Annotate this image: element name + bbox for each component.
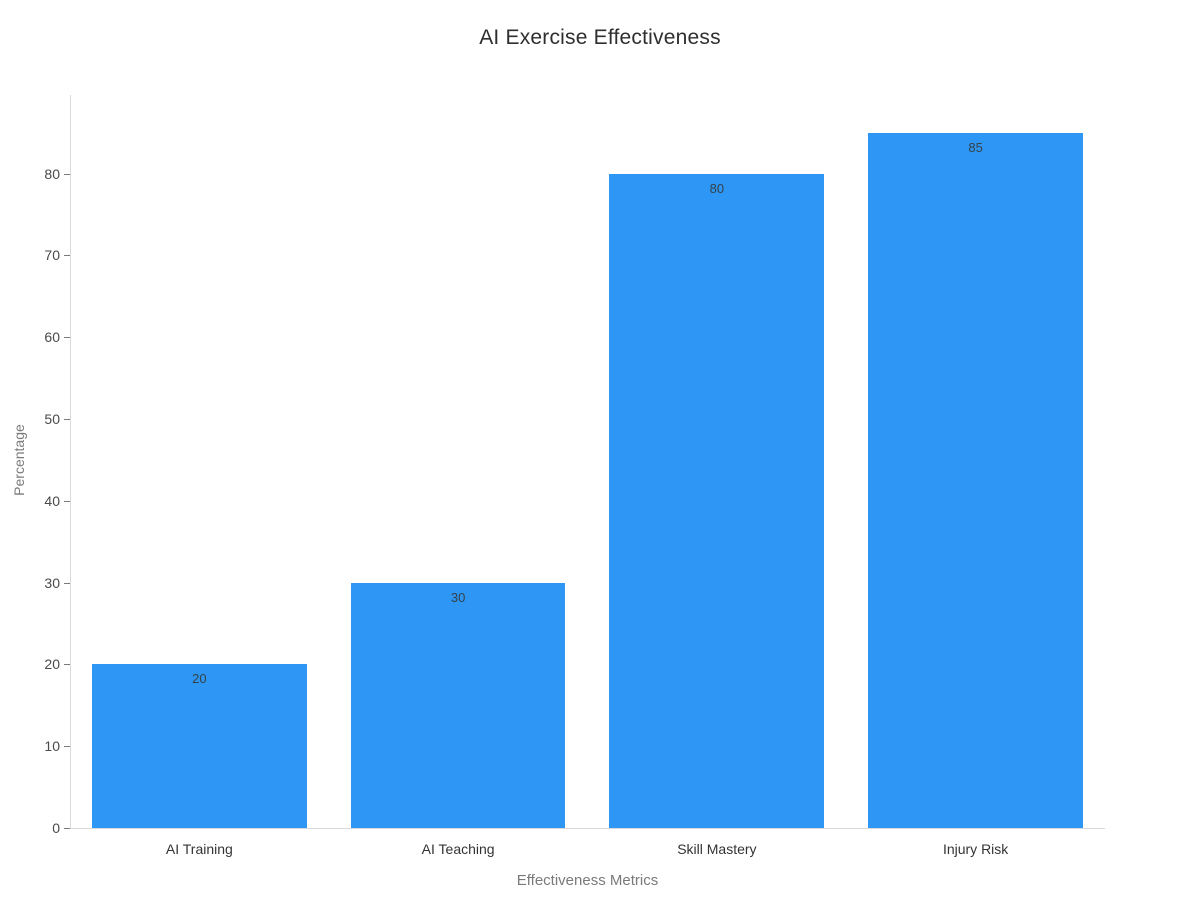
bar-value-label: 20: [192, 671, 207, 687]
y-tick-mark: [64, 582, 70, 584]
y-tick-label: 10: [44, 738, 60, 755]
y-tick-mark: [64, 173, 70, 175]
x-axis-title: Effectiveness Metrics: [516, 872, 659, 889]
y-tick-label: 40: [44, 492, 60, 509]
y-tick-mark: [64, 337, 70, 339]
x-tick-label: AI Training: [165, 841, 233, 857]
y-axis-line: [70, 95, 71, 828]
y-tick-label: 0: [52, 820, 60, 836]
y-tick-mark: [64, 664, 70, 666]
bar-value-label: 80: [709, 180, 725, 196]
y-tick-mark: [64, 418, 70, 420]
y-tick-label: 30: [44, 574, 60, 591]
y-tick-label: 60: [44, 329, 60, 346]
y-tick-label: 20: [44, 656, 60, 673]
x-tick-label: Skill Mastery: [677, 841, 757, 857]
bar-ai-training: 20: [91, 664, 307, 828]
x-axis-line: [70, 828, 1105, 829]
bar-ai-teaching: 30: [350, 582, 566, 828]
y-tick-label: 50: [44, 410, 60, 427]
bar-skill-mastery: 80: [609, 173, 825, 828]
bar-injury-risk: 85: [868, 132, 1083, 828]
bar-value-label: 85: [968, 139, 983, 155]
chart-title: AI Exercise Effectiveness: [479, 26, 721, 49]
y-tick-mark: [64, 828, 70, 829]
x-tick-label: Injury Risk: [942, 841, 1009, 857]
y-tick-mark: [64, 746, 70, 748]
y-tick-label: 80: [44, 165, 60, 182]
x-tick-label: AI Teaching: [421, 841, 495, 857]
y-tick-mark: [64, 500, 70, 502]
y-tick-mark: [64, 255, 70, 257]
y-tick-label: 70: [44, 247, 60, 264]
bar-value-label: 30: [450, 589, 466, 605]
